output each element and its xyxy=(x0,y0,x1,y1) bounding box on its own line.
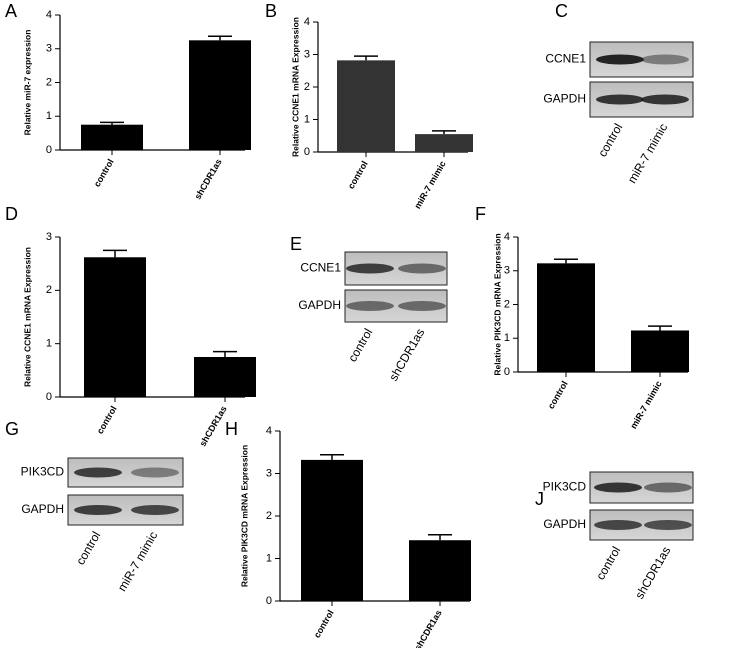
blot-row-label: GAPDH xyxy=(543,92,586,106)
blot-band xyxy=(398,301,446,311)
panel-letter: E xyxy=(290,234,302,254)
lane-label: control xyxy=(593,544,623,582)
bar xyxy=(84,257,146,397)
bar xyxy=(194,357,256,397)
lane-label: shCDR1as xyxy=(386,326,427,383)
x-tick-label: miR-7 mimic xyxy=(628,379,663,430)
y-tick-label: 1 xyxy=(46,338,52,350)
y-tick-label: 1 xyxy=(504,332,510,344)
blot-row-label: GAPDH xyxy=(543,517,586,531)
blot-band xyxy=(346,301,394,311)
panel-letter: F xyxy=(475,204,486,224)
y-axis-label: Relative CCNE1 mRNA Expression xyxy=(22,247,32,387)
y-tick-label: 3 xyxy=(266,467,272,479)
panel-letter: D xyxy=(5,204,18,224)
lane-label: miR-7 mimic xyxy=(115,529,160,594)
blot-band xyxy=(596,54,644,65)
bar xyxy=(409,540,471,601)
blot-row-label: GAPDH xyxy=(21,502,64,516)
blot-row-label: PIK3CD xyxy=(21,465,65,479)
lane-label: control xyxy=(345,326,375,364)
x-tick-label: control xyxy=(92,157,116,188)
y-tick-label: 0 xyxy=(504,366,510,378)
blot-band xyxy=(131,505,179,515)
y-tick-label: 4 xyxy=(266,425,272,437)
y-tick-label: 2 xyxy=(46,284,52,296)
blot-band xyxy=(74,467,122,478)
y-tick-label: 3 xyxy=(304,48,310,60)
blot-row-label: PIK3CD xyxy=(543,480,587,494)
y-axis-label: Relative CCNE1 mRNA Expression xyxy=(290,17,300,157)
panel-letter: A xyxy=(5,1,17,21)
y-axis-label: Relative PIK3CD mRNA Expression xyxy=(492,233,502,375)
y-tick-label: 0 xyxy=(266,595,272,607)
y-tick-label: 2 xyxy=(266,510,272,522)
blot-band xyxy=(131,467,179,478)
blot-band xyxy=(594,520,642,530)
y-tick-label: 2 xyxy=(504,298,510,310)
panel-letter: C xyxy=(555,1,568,21)
bar xyxy=(415,134,473,152)
y-axis-label: Relative PIK3CD mRNA Expression xyxy=(239,445,249,587)
y-tick-label: 0 xyxy=(46,144,52,156)
lane-label: control xyxy=(73,529,103,567)
lane-label: control xyxy=(595,121,625,159)
y-tick-label: 0 xyxy=(304,146,310,158)
blot-band xyxy=(644,482,692,493)
y-tick-label: 3 xyxy=(46,231,52,243)
blot-band xyxy=(644,520,692,530)
x-tick-label: shCDR1as xyxy=(193,157,224,201)
bar xyxy=(537,263,595,372)
x-tick-label: control xyxy=(346,159,370,190)
y-tick-label: 1 xyxy=(304,113,310,125)
y-tick-label: 1 xyxy=(46,110,52,122)
blot-band xyxy=(641,54,689,65)
blot-row-label: CCNE1 xyxy=(545,52,586,66)
bar xyxy=(631,330,689,372)
x-tick-label: control xyxy=(546,379,570,410)
blot-band xyxy=(398,263,446,274)
lane-label: shCDR1as xyxy=(632,544,673,601)
y-tick-label: 4 xyxy=(46,9,52,21)
y-tick-label: 3 xyxy=(504,265,510,277)
y-tick-label: 1 xyxy=(266,552,272,564)
blot-band xyxy=(346,263,394,274)
y-tick-label: 4 xyxy=(304,16,310,28)
panel-letter: B xyxy=(265,1,277,21)
panel-letter: G xyxy=(5,419,19,439)
blot-band xyxy=(74,505,122,515)
x-tick-label: control xyxy=(95,404,119,435)
y-axis-label: Relative miR-7 expression xyxy=(22,30,32,136)
x-tick-label: control xyxy=(312,608,336,639)
bar xyxy=(337,60,395,152)
panel-letter: J xyxy=(535,489,544,509)
x-tick-label: shCDR1as xyxy=(413,608,444,648)
y-tick-label: 2 xyxy=(46,76,52,88)
panel-letter: H xyxy=(225,419,238,439)
y-tick-label: 3 xyxy=(46,43,52,55)
bar xyxy=(189,40,251,150)
y-tick-label: 4 xyxy=(504,231,510,243)
blot-row-label: CCNE1 xyxy=(300,261,341,275)
y-tick-label: 2 xyxy=(304,81,310,93)
bar xyxy=(81,124,143,150)
y-tick-label: 0 xyxy=(46,391,52,403)
blot-band xyxy=(594,482,642,493)
lane-label: miR-7 mimic xyxy=(625,121,670,186)
x-tick-label: miR-7 mimic xyxy=(412,159,447,210)
bar xyxy=(301,459,363,601)
blot-band xyxy=(641,94,689,105)
blot-band xyxy=(596,94,644,105)
blot-row-label: GAPDH xyxy=(298,298,341,312)
